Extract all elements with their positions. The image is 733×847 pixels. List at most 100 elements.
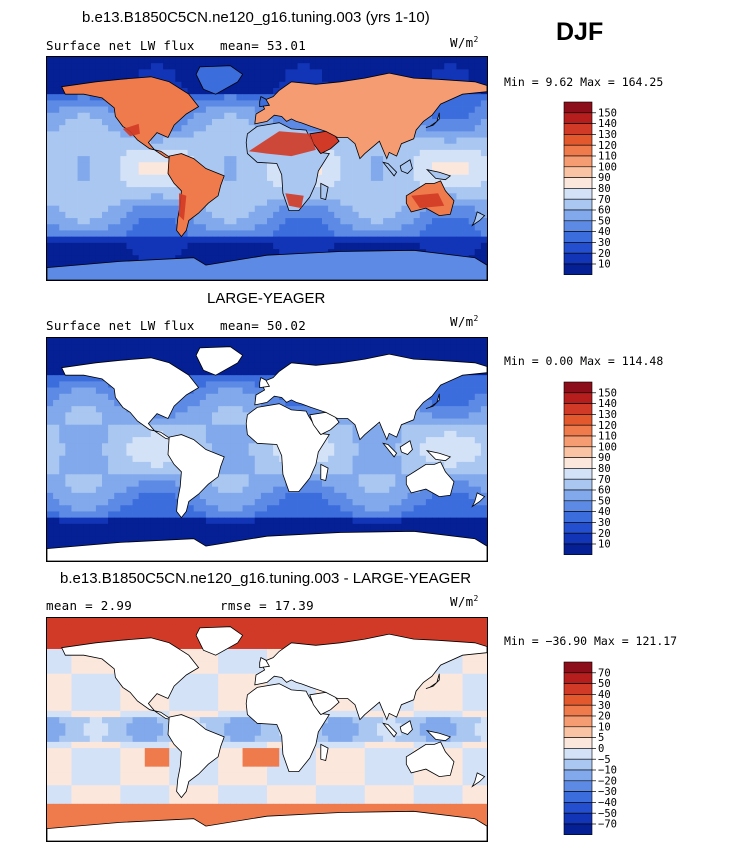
field-cell: [346, 224, 353, 231]
field-cell: [205, 406, 213, 413]
field-cell: [193, 437, 201, 444]
field-cell: [77, 106, 85, 114]
field-cell: [132, 505, 140, 512]
field-cell: [370, 224, 378, 231]
field-cell: [65, 205, 72, 213]
field-cell: [114, 356, 121, 364]
field-cell: [383, 205, 390, 213]
field-cell: [346, 242, 353, 250]
field-cell: [77, 125, 85, 132]
field-cell: [89, 461, 97, 469]
field-cell: [389, 437, 396, 444]
field-cell: [157, 499, 164, 506]
field-cell: [322, 480, 329, 488]
field-cell: [218, 143, 225, 151]
field-cell: [150, 424, 158, 432]
field-cell: [389, 517, 396, 525]
field-cell: [89, 75, 97, 83]
field-cell: [102, 249, 109, 256]
field-cell: [114, 242, 121, 250]
field-cell: [438, 75, 445, 83]
field-cell: [212, 505, 219, 512]
field-cell: [132, 499, 140, 506]
field-cell: [150, 255, 158, 262]
field-cell: [450, 505, 457, 512]
field-cell: [291, 356, 298, 364]
field-cell: [432, 412, 439, 419]
field-cell: [181, 362, 188, 370]
field-cell: [53, 236, 60, 244]
field-cell: [230, 424, 237, 432]
field-cell: [169, 412, 176, 419]
field-cell: [432, 338, 439, 345]
field-cell: [102, 455, 109, 463]
field-cell: [395, 149, 402, 157]
field-cell: [47, 87, 54, 95]
field-cell: [47, 131, 54, 138]
field-cell: [462, 143, 470, 151]
field-cell: [181, 242, 188, 250]
field-cell: [480, 193, 487, 200]
field-cell: [450, 100, 457, 107]
field-cell: [328, 437, 335, 444]
field-cell: [65, 211, 72, 219]
field-cell: [150, 499, 158, 506]
field-cell: [126, 149, 133, 157]
field-cell: [169, 480, 176, 488]
field-cell: [468, 523, 476, 531]
field-cell: [444, 168, 451, 176]
field-cell: [199, 412, 207, 419]
field-cell: [389, 344, 396, 351]
field-cell: [401, 511, 408, 519]
field-cell: [47, 137, 54, 145]
field-cell: [297, 230, 305, 238]
field-cell: [340, 486, 347, 494]
field-cell: [285, 224, 292, 231]
field-cell: [218, 149, 225, 157]
field-cell: [480, 356, 487, 364]
field-cell: [450, 131, 457, 138]
field-cell: [212, 393, 219, 401]
field-cell: [114, 430, 121, 438]
field-cell: [236, 131, 243, 138]
field-cell: [456, 381, 463, 388]
field-cell: [95, 381, 103, 388]
field-cell: [413, 180, 421, 188]
field-cell: [193, 242, 201, 250]
field-cell: [224, 149, 231, 157]
field-cell: [474, 449, 482, 457]
field-cell: [450, 499, 457, 506]
field-cell: [157, 69, 164, 76]
field-cell: [150, 338, 158, 345]
field-cell: [132, 455, 140, 463]
field-cell: [163, 211, 170, 219]
field-cell: [89, 480, 97, 488]
field-cell: [95, 118, 103, 126]
field-cell: [377, 344, 384, 351]
field-cell: [102, 393, 109, 401]
field-cell: [315, 468, 323, 475]
field-cell: [144, 187, 152, 194]
field-cell: [71, 499, 78, 506]
field-cell: [108, 418, 115, 426]
field-cell: [352, 437, 360, 444]
field-cell: [47, 338, 54, 345]
colorbar-tick-label: 80: [598, 183, 611, 195]
field-cell: [71, 412, 78, 419]
field-cell: [364, 63, 372, 70]
field-cell: [218, 199, 225, 207]
field-cell: [425, 443, 433, 450]
field-cell: [65, 63, 72, 70]
field-cell: [352, 474, 360, 481]
field-cell: [65, 112, 72, 120]
field-cell: [163, 443, 170, 450]
field-cell: [77, 517, 85, 525]
field-cell: [77, 375, 85, 382]
field-cell: [47, 505, 54, 512]
field-cell: [59, 137, 66, 145]
field-cell: [468, 205, 476, 213]
field-cell: [370, 505, 378, 512]
field-cell: [230, 530, 237, 537]
field-cell: [138, 511, 146, 519]
field-cell: [77, 356, 85, 364]
